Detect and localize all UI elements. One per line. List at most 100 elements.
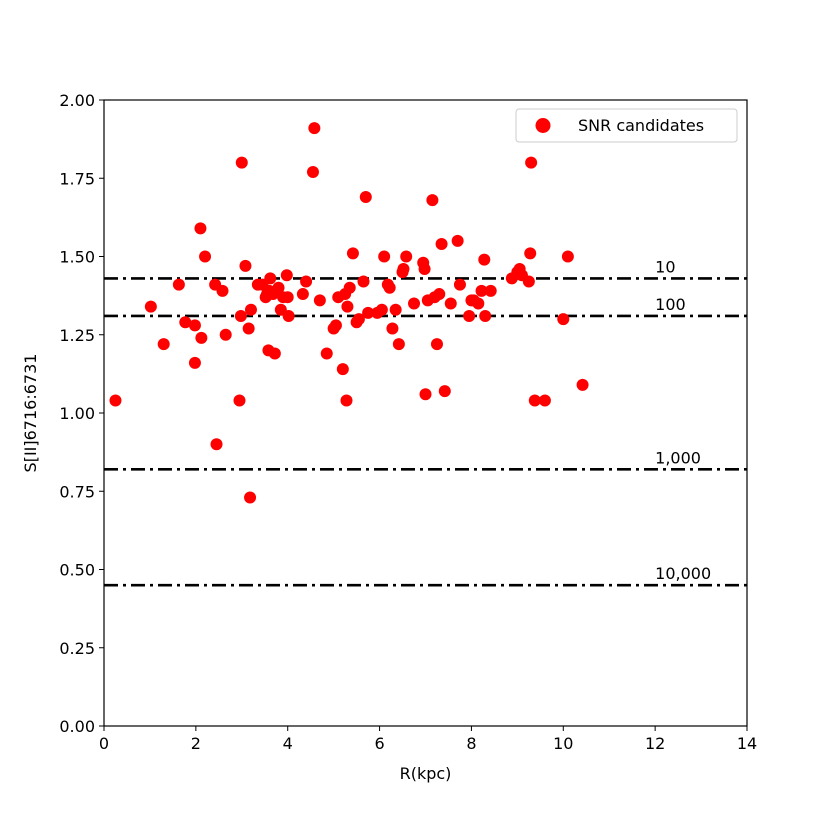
data-point-14 [233,394,246,407]
legend-box [515,108,738,143]
data-point-60 [383,281,396,294]
data-point-9 [199,250,212,263]
plot-area-frame [103,99,748,727]
x-tick-label-4: 8 [466,734,476,753]
legend-marker [535,118,551,133]
data-point-80 [453,278,466,291]
data-point-49 [343,281,356,294]
data-point-88 [484,284,497,297]
data-point-4 [179,316,192,329]
data-point-17 [239,259,252,272]
x-tick-label-0: 0 [99,734,109,753]
data-point-6 [188,356,201,369]
reference-line-label-2: 1,000 [655,448,701,467]
data-point-39 [308,122,321,135]
data-point-16 [235,156,248,169]
y-axis-label: S[II]6716:6731 [21,354,40,473]
data-point-69 [418,263,431,276]
data-point-61 [386,322,399,335]
legend-label: SNR candidates [578,116,704,135]
data-point-99 [561,250,574,263]
data-point-15 [234,309,247,322]
data-point-45 [336,363,349,376]
data-point-29 [268,347,281,360]
data-point-85 [475,284,488,297]
data-point-86 [478,253,491,266]
data-point-0 [109,394,122,407]
data-point-78 [444,297,457,310]
data-point-76 [435,237,448,250]
legend: SNR candidates [515,108,738,143]
data-point-65 [397,263,410,276]
data-point-54 [359,191,372,204]
data-points [109,122,589,504]
data-point-27 [264,272,277,285]
data-point-94 [524,247,537,260]
x-tick-label-3: 6 [374,734,384,753]
data-point-20 [244,303,257,316]
y-axis-ticks: 0.00 0.25 0.50 0.75 1.00 1.25 1.50 1.75 2.00 [59,91,104,736]
x-tick-label-2: 4 [283,734,293,753]
y-tick-label-0: 0.00 [59,717,95,736]
data-point-55 [362,306,375,319]
data-point-5 [188,319,201,332]
x-tick-label-5: 10 [553,734,573,753]
y-tick-label-8: 2.00 [59,91,95,110]
reference-line-label-1: 100 [655,295,686,314]
data-point-97 [538,394,551,407]
data-point-8 [195,331,208,344]
data-point-47 [340,394,353,407]
x-tick-label-7: 14 [737,734,757,753]
data-point-67 [408,297,421,310]
x-tick-label-6: 12 [645,734,665,753]
data-point-87 [479,309,492,322]
x-axis-label: R(kpc) [400,764,452,783]
data-point-93 [522,275,535,288]
data-point-1 [144,300,157,313]
data-point-18 [242,322,255,335]
data-point-75 [433,288,446,301]
data-point-48 [341,300,354,313]
data-point-50 [346,247,359,260]
data-point-62 [389,303,402,316]
data-point-35 [282,309,295,322]
data-point-30 [272,281,285,294]
data-point-81 [463,309,476,322]
data-point-100 [576,378,589,391]
x-axis-ticks: 0 2 4 6 8 10 12 14 [99,726,757,753]
data-point-79 [451,234,464,247]
data-point-96 [528,394,541,407]
data-point-52 [352,313,365,326]
reference-line-label-3: 10,000 [655,564,711,583]
data-point-13 [219,328,232,341]
x-tick-label-1: 2 [191,734,201,753]
data-point-34 [281,291,294,304]
data-point-38 [306,165,319,178]
data-point-95 [525,156,538,169]
y-tick-label-5: 1.25 [59,326,95,345]
data-point-66 [400,250,413,263]
data-point-7 [194,222,207,235]
data-point-19 [244,491,257,504]
data-point-40 [313,294,326,307]
data-point-70 [419,388,432,401]
data-point-36 [296,288,309,301]
data-point-98 [557,313,570,326]
data-point-41 [320,347,333,360]
y-tick-label-3: 0.75 [59,482,95,501]
data-point-37 [300,275,313,288]
y-tick-label-6: 1.50 [59,248,95,267]
y-tick-label-1: 0.25 [59,639,95,658]
data-point-84 [472,297,485,310]
reference-line-label-0: 10 [655,257,675,276]
data-point-74 [430,338,443,351]
data-point-3 [172,278,185,291]
data-point-12 [216,284,229,297]
y-tick-label-2: 0.50 [59,561,95,580]
data-point-33 [280,269,293,282]
data-point-57 [375,303,388,316]
data-point-11 [210,438,223,451]
data-point-72 [426,194,439,207]
